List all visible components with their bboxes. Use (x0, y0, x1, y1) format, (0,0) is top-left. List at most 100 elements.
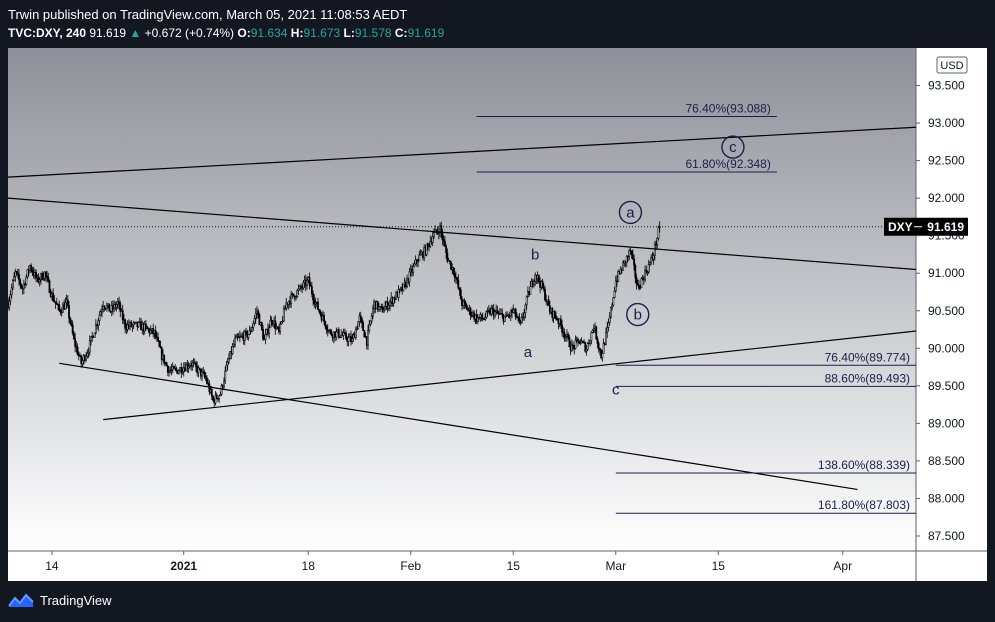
trendline[interactable] (103, 330, 916, 421)
candle (605, 331, 607, 345)
candle (561, 324, 563, 333)
currency-badge[interactable] (936, 56, 968, 74)
candle (159, 346, 162, 349)
candle (542, 287, 545, 290)
candle (203, 372, 206, 377)
candle (55, 303, 58, 305)
wave-label[interactable]: c (612, 382, 620, 399)
open-value: 91.634 (250, 26, 288, 40)
candle (243, 331, 246, 342)
candle (201, 371, 203, 377)
candle (314, 302, 317, 305)
candle (229, 351, 232, 360)
trendline[interactable] (59, 362, 858, 491)
candle (325, 326, 328, 331)
candle (646, 271, 649, 274)
wave-label-circle[interactable] (721, 135, 745, 159)
candle (42, 277, 45, 280)
candle (318, 309, 321, 312)
candle (647, 264, 650, 273)
candle (453, 273, 456, 278)
candle (611, 304, 614, 308)
candle (490, 308, 493, 315)
price-axis[interactable] (916, 48, 987, 551)
tradingview-logo-icon[interactable] (8, 592, 34, 608)
candle (258, 314, 261, 326)
candle (284, 308, 286, 310)
candle (281, 320, 284, 323)
x-tick-label: 15 (712, 559, 726, 573)
candle (342, 332, 345, 336)
candle (363, 330, 366, 338)
candle (586, 343, 589, 350)
candle (224, 370, 227, 382)
candle (14, 271, 17, 277)
candle (544, 288, 546, 301)
candle (361, 318, 363, 324)
candle (585, 349, 588, 352)
candle (268, 327, 271, 334)
candle (367, 330, 369, 346)
candle (170, 369, 173, 372)
candle (631, 254, 634, 260)
wave-label[interactable]: b (634, 307, 642, 324)
trendline[interactable] (8, 197, 916, 271)
candle (98, 314, 101, 321)
candle (260, 322, 263, 330)
wave-label[interactable]: c (729, 139, 737, 156)
candle (335, 331, 338, 338)
candle (108, 303, 111, 312)
candle (568, 336, 571, 348)
candle (470, 315, 473, 317)
candle (58, 304, 61, 311)
wave-label-circle[interactable] (618, 200, 643, 225)
wave-label[interactable]: b (531, 246, 539, 263)
candle (218, 395, 221, 400)
candle (208, 383, 211, 393)
candle (231, 345, 234, 355)
candle (131, 324, 134, 327)
candle (118, 301, 120, 304)
trendline[interactable] (8, 126, 923, 178)
candle (175, 368, 178, 371)
candle (225, 364, 228, 372)
candle (398, 288, 401, 291)
candle (180, 367, 183, 374)
candle (324, 320, 327, 327)
candle (137, 321, 140, 328)
publisher-line: Trwin published on TradingView.com, Marc… (8, 7, 408, 22)
candle (99, 311, 102, 316)
candle (16, 272, 19, 275)
wave-label[interactable]: a (626, 204, 635, 221)
candle (650, 257, 653, 263)
candle (149, 329, 152, 334)
candle (292, 293, 295, 297)
candle (46, 275, 48, 278)
candle (274, 320, 277, 330)
candle (20, 284, 23, 288)
candle (578, 340, 581, 344)
candle (25, 276, 28, 286)
candle (464, 302, 467, 306)
candle (608, 316, 611, 324)
candle (262, 328, 264, 340)
last-price: 91.619 (89, 26, 127, 40)
candle (652, 255, 655, 260)
candle (389, 301, 391, 306)
candle (69, 317, 72, 324)
candle (520, 317, 523, 323)
candle (68, 305, 70, 319)
candle (567, 333, 570, 338)
wave-label[interactable]: a (524, 344, 533, 361)
time-axis[interactable] (8, 551, 987, 581)
candle (97, 320, 100, 326)
footer-brand[interactable]: TradingView (40, 592, 112, 608)
candle (296, 290, 299, 297)
candle (418, 254, 421, 262)
wave-label-circle[interactable] (626, 302, 650, 327)
candle (562, 331, 565, 334)
candle (310, 286, 313, 295)
candle (165, 362, 168, 367)
candle (187, 366, 190, 369)
